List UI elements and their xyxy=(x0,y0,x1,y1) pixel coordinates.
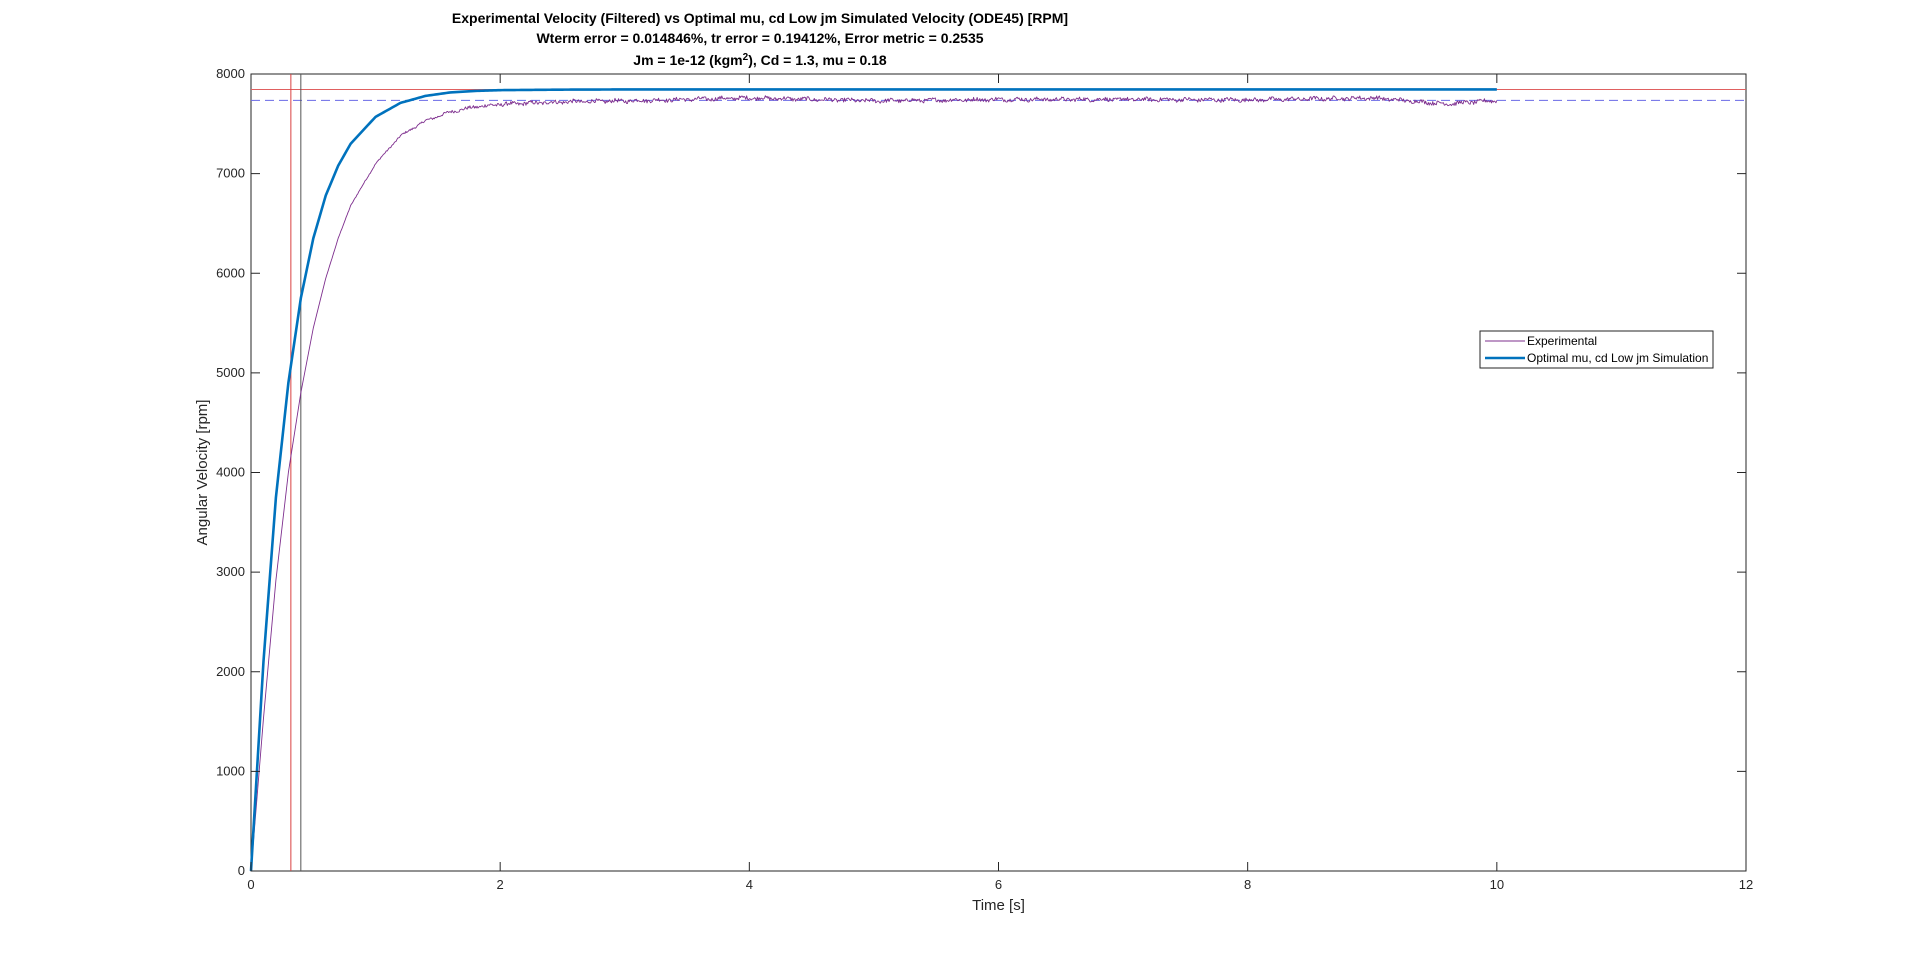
axis-ticks: 0 2 4 6 8 10 12 0 1000 2000 3000 4000 5000 6000 7000 80… xyxy=(216,66,1753,892)
legend-label-experimental: Experimental xyxy=(1527,334,1597,348)
legend-label-simulation: Optimal mu, cd Low jm Simulation xyxy=(1527,351,1708,365)
y-tick-label: 8000 xyxy=(216,66,245,81)
legend-box xyxy=(1479,330,1714,369)
y-tick-label: 4000 xyxy=(216,465,245,480)
plot-area xyxy=(250,73,1747,872)
x-tick-label: 2 xyxy=(497,877,504,892)
title-line-3-prefix: Jm = 1e-12 (kgm xyxy=(633,52,742,68)
simulation-series-line xyxy=(249,88,1497,872)
x-tick-label: 4 xyxy=(746,877,753,892)
y-tick-label: 0 xyxy=(238,863,245,878)
data-series xyxy=(249,88,1498,872)
chart-title-line-2: Wterm error = 0.014846%, tr error = 0.19… xyxy=(536,30,983,46)
x-axis-label: Time [s] xyxy=(972,897,1025,914)
x-tick-label: 10 xyxy=(1490,877,1504,892)
title-line-3-suffix: ), Cd = 1.3, mu = 0.18 xyxy=(748,52,887,68)
experimental-series-line xyxy=(250,95,1498,872)
x-tick-label: 12 xyxy=(1739,877,1753,892)
y-axis-label: Angular Velocity [rpm] xyxy=(194,400,211,546)
y-tick-label: 2000 xyxy=(216,664,245,679)
y-tick-label: 7000 xyxy=(216,166,245,181)
y-tick-label: 6000 xyxy=(216,265,245,280)
x-tick-label: 8 xyxy=(1244,877,1251,892)
legend: Experimental Optimal mu, cd Low jm Simul… xyxy=(1479,330,1714,369)
title-line-3-superscript: 2 xyxy=(743,52,749,63)
y-tick-label: 5000 xyxy=(216,365,245,380)
x-tick-label: 0 xyxy=(247,877,254,892)
chart-title-line-3: Jm = 1e-12 (kgm2), Cd = 1.3, mu = 0.18 xyxy=(633,52,887,68)
chart-title-line-1: Experimental Velocity (Filtered) vs Opti… xyxy=(452,10,1068,26)
x-tick-label: 6 xyxy=(995,877,1002,892)
y-tick-label: 3000 xyxy=(216,564,245,579)
y-tick-label: 1000 xyxy=(216,763,245,778)
